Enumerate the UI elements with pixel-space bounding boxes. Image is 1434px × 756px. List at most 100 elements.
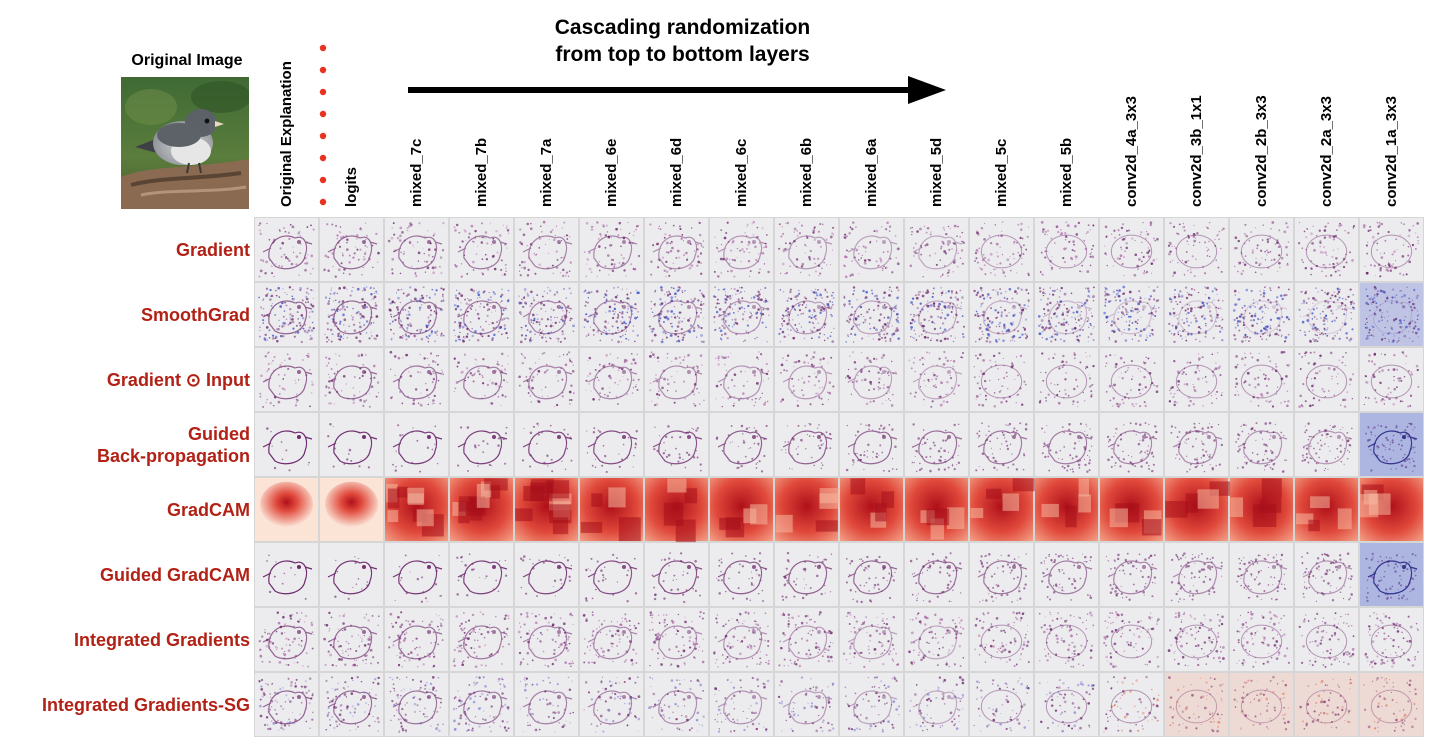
- saliency-cell: [710, 478, 773, 541]
- saliency-cell: [710, 218, 773, 281]
- saliency-cell: [905, 348, 968, 411]
- saliency-cell: [515, 218, 578, 281]
- saliency-cell: [840, 608, 903, 671]
- column-label-text: conv2d_2b_3x3: [1252, 95, 1270, 207]
- saliency-cell: [1360, 608, 1423, 671]
- saliency-cell: [255, 413, 318, 476]
- row-label-6: Integrated Gradients: [0, 629, 250, 651]
- saliency-cell: [905, 218, 968, 281]
- saliency-cell: [1360, 478, 1423, 541]
- saliency-cell: [1165, 218, 1228, 281]
- cascade-title-line2: from top to bottom layers: [555, 43, 810, 66]
- saliency-cell: [840, 348, 903, 411]
- saliency-cell: [775, 608, 838, 671]
- saliency-cell: [450, 283, 513, 346]
- row-label-line: Integrated Gradients-SG: [41, 694, 250, 715]
- saliency-cell: [905, 413, 968, 476]
- saliency-cell: [580, 283, 643, 346]
- saliency-cell: [515, 413, 578, 476]
- saliency-cell: [1165, 543, 1228, 606]
- saliency-cell: [1295, 218, 1358, 281]
- saliency-grid: [254, 217, 1424, 737]
- saliency-cell: [970, 348, 1033, 411]
- saliency-cell: [255, 608, 318, 671]
- saliency-cell: [710, 413, 773, 476]
- saliency-cell: [1100, 478, 1163, 541]
- saliency-cell: [710, 673, 773, 736]
- saliency-cell: [645, 608, 708, 671]
- row-label-7: Integrated Gradients-SG: [0, 694, 250, 716]
- saliency-cell: [1295, 478, 1358, 541]
- saliency-cell: [645, 543, 708, 606]
- saliency-cell: [1100, 348, 1163, 411]
- saliency-cell: [515, 543, 578, 606]
- cascade-arrow: [408, 76, 946, 104]
- saliency-cell: [255, 478, 318, 541]
- column-label-text: Original Explanation: [277, 61, 295, 207]
- saliency-cell: [1100, 218, 1163, 281]
- saliency-cell: [385, 348, 448, 411]
- saliency-cell: [1035, 283, 1098, 346]
- saliency-cell: [320, 218, 383, 281]
- saliency-cell: [515, 348, 578, 411]
- saliency-cell: [645, 673, 708, 736]
- saliency-cell: [255, 218, 318, 281]
- saliency-cell: [905, 283, 968, 346]
- saliency-cell: [1360, 348, 1423, 411]
- saliency-cell: [840, 673, 903, 736]
- saliency-cell: [255, 348, 318, 411]
- saliency-cell: [645, 283, 708, 346]
- saliency-cell: [1165, 283, 1228, 346]
- saliency-cell: [775, 348, 838, 411]
- saliency-cell: [450, 608, 513, 671]
- saliency-cell: [840, 478, 903, 541]
- saliency-cell: [1230, 348, 1293, 411]
- saliency-cell: [1230, 413, 1293, 476]
- saliency-cell: [1165, 348, 1228, 411]
- saliency-cell: [320, 413, 383, 476]
- saliency-cell: [385, 478, 448, 541]
- saliency-cell: [905, 478, 968, 541]
- saliency-cell: [1295, 608, 1358, 671]
- row-label-0: Gradient: [0, 239, 250, 261]
- saliency-cell: [645, 478, 708, 543]
- row-label-line: Integrated Gradients: [73, 629, 250, 650]
- saliency-cell: [1230, 478, 1293, 541]
- saliency-cell: [385, 283, 448, 346]
- column-label-text: conv2d_2a_3x3: [1317, 96, 1335, 207]
- saliency-cell: [710, 543, 773, 606]
- saliency-cell: [970, 543, 1033, 606]
- saliency-cell: [320, 348, 383, 411]
- saliency-cell: [580, 413, 643, 476]
- row-label-line: Gradient ⊙ Input: [106, 369, 250, 390]
- saliency-cell: [515, 283, 578, 346]
- saliency-cell: [840, 543, 903, 606]
- cascade-title: Cascading randomization from top to bott…: [500, 14, 865, 68]
- saliency-cell: [970, 673, 1033, 736]
- saliency-cell: [1295, 673, 1358, 736]
- saliency-cell: [710, 608, 773, 671]
- saliency-cell: [1035, 218, 1098, 281]
- saliency-cell: [840, 218, 903, 281]
- column-label-text: mixed_6a: [862, 138, 880, 207]
- saliency-cell: [1360, 413, 1423, 476]
- column-label-text: conv2d_4a_3x3: [1122, 96, 1140, 207]
- column-label-text: mixed_6b: [797, 137, 815, 207]
- saliency-cell: [645, 218, 708, 281]
- saliency-cell: [905, 673, 968, 736]
- saliency-cell: [645, 413, 708, 476]
- column-label-text: mixed_5c: [992, 138, 1010, 207]
- column-label-text: mixed_6e: [602, 138, 620, 207]
- saliency-cell: [385, 218, 448, 281]
- saliency-cell: [710, 348, 773, 411]
- column-label-text: mixed_7a: [537, 138, 555, 207]
- column-label-text: conv2d_3b_1x1: [1187, 95, 1205, 207]
- saliency-cell: [775, 283, 838, 346]
- separator-dots: [319, 44, 327, 206]
- saliency-cell: [580, 673, 643, 736]
- saliency-cell: [1035, 673, 1098, 736]
- saliency-cell: [970, 218, 1033, 281]
- saliency-cell: [710, 283, 773, 346]
- saliency-cell: [385, 608, 448, 671]
- saliency-cell: [1100, 673, 1163, 736]
